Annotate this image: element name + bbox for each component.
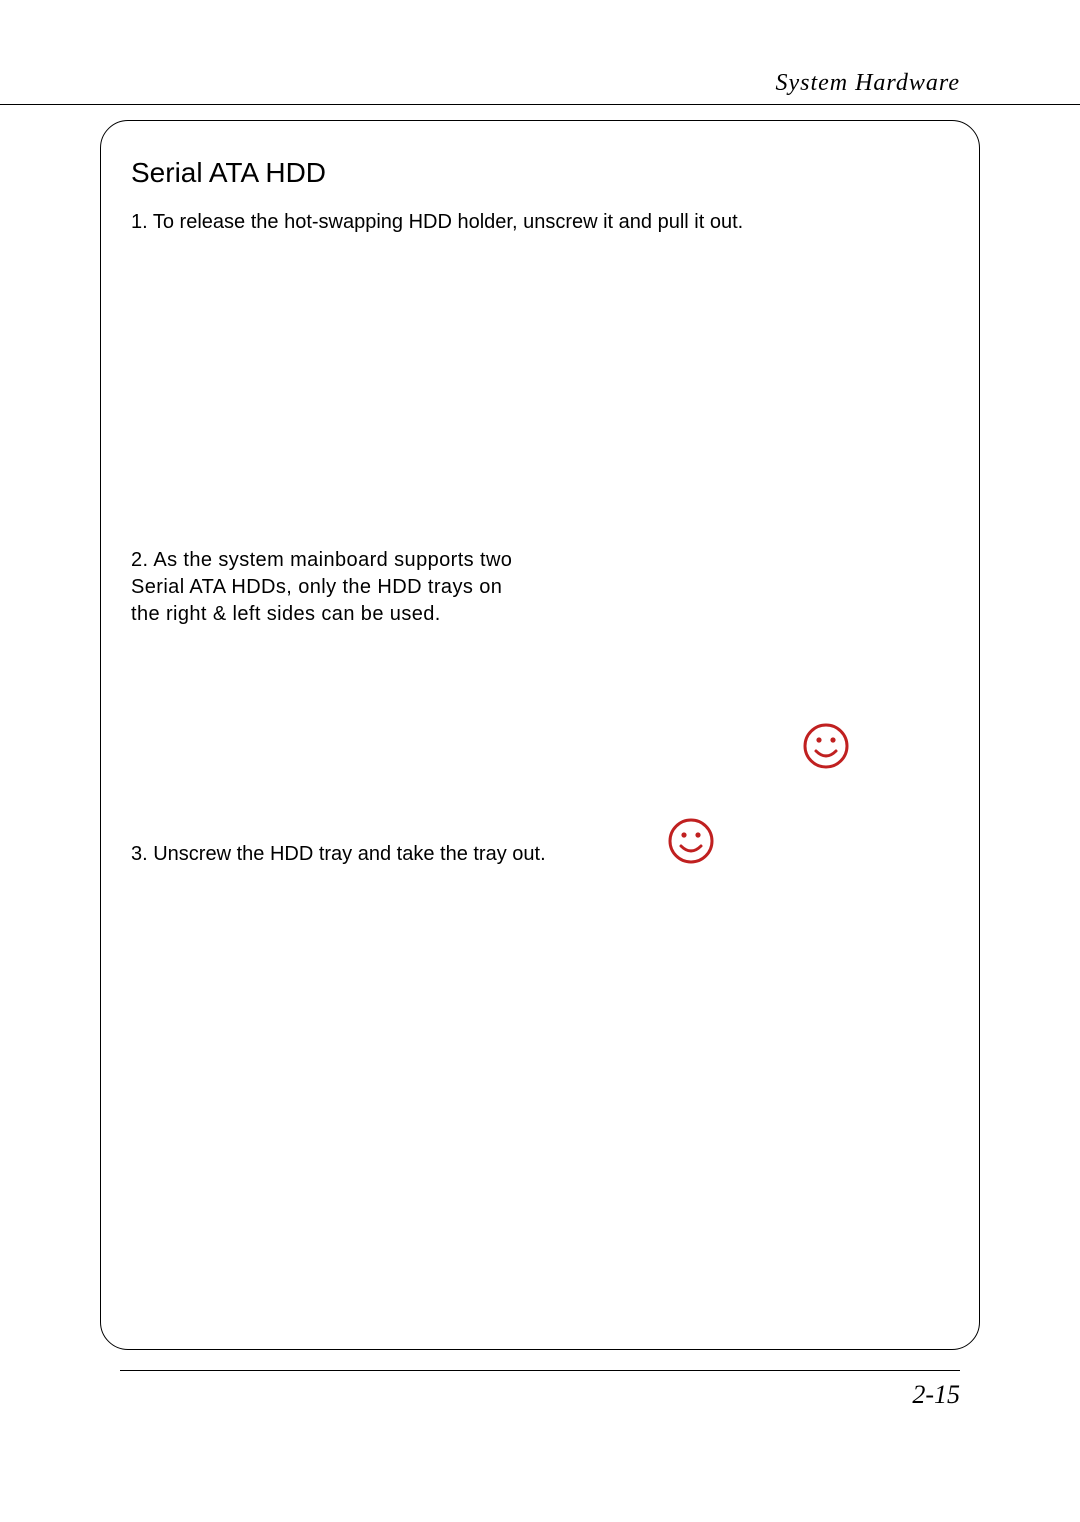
header-section-label: System Hardware bbox=[775, 70, 960, 97]
step-2-text: 2. As the system mainboard supports two … bbox=[131, 547, 526, 628]
page-number: 2-15 bbox=[912, 1380, 960, 1410]
content-box: Serial ATA HDD 1. To release the hot-swa… bbox=[100, 120, 980, 1350]
header-rule bbox=[0, 104, 1080, 105]
manual-page: System Hardware Serial ATA HDD 1. To rel… bbox=[0, 0, 1080, 1522]
smiley-icon bbox=[802, 722, 850, 770]
step-3-text: 3. Unscrew the HDD tray and take the tra… bbox=[131, 841, 831, 868]
footer-rule bbox=[120, 1370, 960, 1371]
section-title: Serial ATA HDD bbox=[131, 157, 949, 189]
step-1-text: 1. To release the hot-swapping HDD holde… bbox=[131, 209, 949, 236]
